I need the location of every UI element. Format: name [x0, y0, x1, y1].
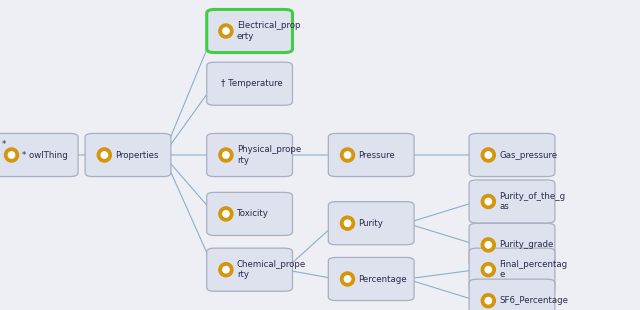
FancyBboxPatch shape: [207, 62, 292, 105]
Ellipse shape: [219, 207, 233, 221]
Text: *: *: [2, 140, 6, 149]
Text: Toxicity: Toxicity: [237, 209, 269, 219]
Ellipse shape: [485, 267, 492, 273]
Ellipse shape: [481, 194, 495, 209]
Ellipse shape: [223, 267, 229, 273]
FancyBboxPatch shape: [207, 9, 292, 53]
Ellipse shape: [223, 28, 229, 34]
Ellipse shape: [344, 220, 351, 226]
Text: Purity_of_the_g
as: Purity_of_the_g as: [499, 192, 565, 211]
Text: Purity_grade: Purity_grade: [499, 240, 554, 250]
Ellipse shape: [344, 276, 351, 282]
Ellipse shape: [97, 148, 111, 162]
FancyBboxPatch shape: [469, 133, 555, 177]
Text: Physical_prope
rty: Physical_prope rty: [237, 145, 301, 165]
Ellipse shape: [223, 211, 229, 217]
FancyBboxPatch shape: [0, 133, 78, 177]
Text: * owlThing: * owlThing: [22, 150, 68, 160]
Ellipse shape: [481, 263, 495, 277]
FancyBboxPatch shape: [328, 133, 414, 177]
FancyBboxPatch shape: [85, 133, 171, 177]
Text: Pressure: Pressure: [358, 150, 395, 160]
Ellipse shape: [344, 152, 351, 158]
Text: Percentage: Percentage: [358, 274, 407, 284]
Ellipse shape: [8, 152, 15, 158]
FancyBboxPatch shape: [328, 202, 414, 245]
FancyBboxPatch shape: [469, 279, 555, 310]
FancyBboxPatch shape: [469, 248, 555, 291]
Ellipse shape: [481, 148, 495, 162]
FancyBboxPatch shape: [207, 192, 292, 236]
Ellipse shape: [481, 294, 495, 308]
FancyBboxPatch shape: [328, 257, 414, 301]
FancyBboxPatch shape: [207, 133, 292, 177]
FancyBboxPatch shape: [469, 223, 555, 267]
Ellipse shape: [340, 148, 355, 162]
Ellipse shape: [223, 152, 229, 158]
FancyBboxPatch shape: [207, 248, 292, 291]
Text: Gas_pressure: Gas_pressure: [499, 150, 557, 160]
Ellipse shape: [485, 198, 492, 205]
Text: SF6_Percentage: SF6_Percentage: [499, 296, 568, 305]
Text: Purity: Purity: [358, 219, 383, 228]
Ellipse shape: [219, 263, 233, 277]
Text: Chemical_prope
rty: Chemical_prope rty: [237, 260, 306, 279]
Ellipse shape: [481, 238, 495, 252]
Ellipse shape: [219, 24, 233, 38]
Ellipse shape: [340, 216, 355, 230]
Text: Electrical_prop
erty: Electrical_prop erty: [237, 21, 300, 41]
Ellipse shape: [485, 152, 492, 158]
Ellipse shape: [340, 272, 355, 286]
Text: † Temperature: † Temperature: [221, 79, 282, 88]
FancyBboxPatch shape: [469, 180, 555, 223]
Ellipse shape: [101, 152, 108, 158]
Text: Properties: Properties: [115, 150, 159, 160]
Ellipse shape: [219, 148, 233, 162]
Text: Final_percentag
e: Final_percentag e: [499, 260, 567, 279]
Ellipse shape: [485, 298, 492, 304]
Ellipse shape: [4, 148, 19, 162]
Ellipse shape: [485, 242, 492, 248]
